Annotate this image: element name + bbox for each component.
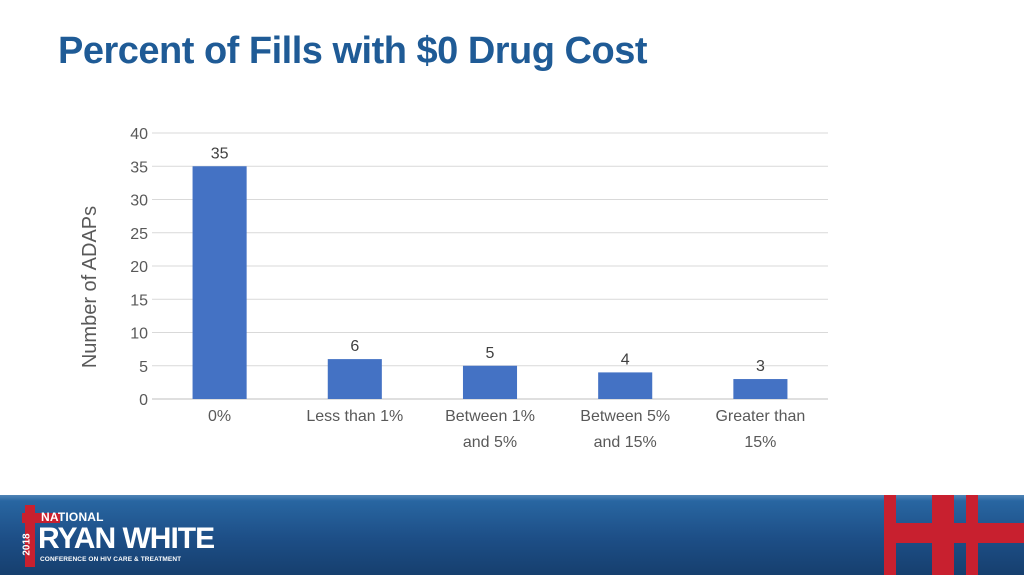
y-axis-title: Number of ADAPs xyxy=(79,206,101,368)
y-tick-label: 25 xyxy=(130,226,148,243)
y-tick-label: 20 xyxy=(130,259,148,276)
category-label: Between 5% and 15% xyxy=(580,408,670,451)
data-labels: 35 6 5 4 3 xyxy=(211,145,765,375)
data-label: 3 xyxy=(756,358,765,375)
footer-banner: 2018 NATIONAL RYAN WHITE CONFERENCE ON H… xyxy=(0,495,1024,575)
bar xyxy=(192,166,247,399)
y-tick-label: 40 xyxy=(130,126,148,143)
y-tick-label: 10 xyxy=(130,326,148,343)
logo-year: 2018 xyxy=(21,533,33,556)
y-tick-label: 0 xyxy=(139,392,148,409)
data-label: 35 xyxy=(211,145,229,162)
y-tick-label: 30 xyxy=(130,193,148,210)
category-label: Less than 1% xyxy=(306,408,403,425)
category-label: 0% xyxy=(208,408,231,425)
y-tick-label: 15 xyxy=(130,292,148,309)
y-tick-label: 35 xyxy=(130,159,148,176)
data-label: 4 xyxy=(621,351,630,368)
y-tick-label: 5 xyxy=(139,359,148,376)
data-label: 6 xyxy=(350,338,359,355)
bar xyxy=(462,365,518,399)
logo-name: RYAN WHITE xyxy=(38,522,215,555)
bars xyxy=(192,166,788,399)
conference-logo: 2018 NATIONAL RYAN WHITE CONFERENCE ON H… xyxy=(18,503,238,569)
slide-title: Percent of Fills with $0 Drug Cost xyxy=(58,30,647,72)
y-tick-labels: 0 5 10 15 20 25 30 35 40 xyxy=(130,126,148,409)
logo-national: NATIONAL xyxy=(41,510,104,524)
bar xyxy=(598,372,653,399)
category-label: Greater than 15% xyxy=(715,408,805,451)
bar xyxy=(733,379,788,399)
logo-subtitle: CONFERENCE ON HIV CARE & TREATMENT xyxy=(40,556,182,563)
category-label: Between 1% and 5% xyxy=(445,408,535,451)
data-label: 5 xyxy=(486,345,495,362)
bar xyxy=(327,359,382,399)
decorative-cross-mark xyxy=(884,495,1024,575)
category-labels: 0% Less than 1% Between 1% and 5% Between 5%… xyxy=(208,408,805,451)
